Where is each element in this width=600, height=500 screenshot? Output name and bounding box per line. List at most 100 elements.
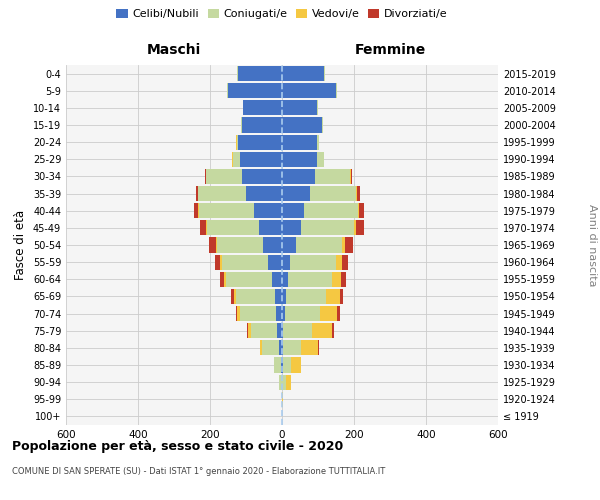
Bar xyxy=(315,169,350,184)
Bar xyxy=(282,238,296,252)
Bar xyxy=(216,238,217,252)
Text: Maschi: Maschi xyxy=(147,44,201,58)
Bar xyxy=(238,134,282,150)
Bar xyxy=(243,100,282,116)
Bar xyxy=(217,238,263,252)
Bar xyxy=(199,203,254,218)
Bar xyxy=(277,323,282,338)
Bar xyxy=(350,169,351,184)
Bar xyxy=(282,220,301,236)
Y-axis label: Fasce di età: Fasce di età xyxy=(14,210,27,280)
Bar xyxy=(356,186,357,201)
Bar xyxy=(290,254,336,270)
Bar xyxy=(282,358,283,372)
Bar xyxy=(242,169,282,184)
Bar xyxy=(232,152,233,167)
Bar xyxy=(236,306,238,321)
Bar xyxy=(247,323,248,338)
Bar xyxy=(215,254,220,270)
Bar xyxy=(224,272,226,287)
Bar xyxy=(209,238,216,252)
Bar xyxy=(341,272,346,287)
Bar xyxy=(241,118,242,132)
Bar xyxy=(208,220,259,236)
Bar xyxy=(282,340,283,355)
Bar xyxy=(301,340,318,355)
Bar xyxy=(275,306,282,321)
Bar xyxy=(281,358,282,372)
Bar xyxy=(234,289,236,304)
Bar xyxy=(198,203,199,218)
Bar xyxy=(282,152,317,167)
Bar xyxy=(199,186,246,201)
Bar xyxy=(332,272,341,287)
Bar xyxy=(318,340,319,355)
Bar xyxy=(336,254,342,270)
Bar xyxy=(356,220,364,236)
Bar xyxy=(322,118,323,132)
Bar xyxy=(357,186,360,201)
Bar xyxy=(206,169,242,184)
Bar xyxy=(227,83,228,98)
Bar xyxy=(220,254,222,270)
Bar xyxy=(246,186,282,201)
Bar xyxy=(342,238,346,252)
Bar xyxy=(354,220,356,236)
Bar xyxy=(206,220,208,236)
Bar xyxy=(220,272,224,287)
Bar xyxy=(317,152,324,167)
Bar xyxy=(236,134,238,150)
Bar xyxy=(198,186,199,201)
Bar xyxy=(231,289,234,304)
Bar xyxy=(282,186,310,201)
Bar xyxy=(283,323,311,338)
Bar xyxy=(282,289,286,304)
Bar xyxy=(205,169,206,184)
Bar xyxy=(282,100,317,116)
Bar xyxy=(286,374,291,390)
Bar xyxy=(200,220,206,236)
Bar xyxy=(228,83,282,98)
Bar xyxy=(268,254,282,270)
Bar xyxy=(236,289,275,304)
Bar xyxy=(351,169,352,184)
Bar xyxy=(346,238,353,252)
Bar xyxy=(337,306,340,321)
Bar xyxy=(317,134,319,150)
Bar xyxy=(282,254,290,270)
Bar xyxy=(196,186,198,201)
Bar xyxy=(283,374,286,390)
Bar xyxy=(194,203,198,218)
Bar xyxy=(274,358,281,372)
Bar xyxy=(283,340,301,355)
Bar xyxy=(282,83,336,98)
Bar xyxy=(282,134,317,150)
Text: Femmine: Femmine xyxy=(355,44,425,58)
Bar xyxy=(222,254,268,270)
Bar xyxy=(282,272,289,287)
Y-axis label: Anni di nascita: Anni di nascita xyxy=(587,204,598,286)
Bar xyxy=(262,340,279,355)
Bar xyxy=(301,220,354,236)
Bar xyxy=(296,238,342,252)
Bar xyxy=(282,323,283,338)
Bar xyxy=(311,323,332,338)
Bar xyxy=(254,203,282,218)
Bar xyxy=(358,203,359,218)
Bar xyxy=(342,254,348,270)
Bar xyxy=(226,272,272,287)
Bar xyxy=(286,289,326,304)
Bar xyxy=(290,358,301,372)
Bar xyxy=(240,306,275,321)
Bar xyxy=(282,169,315,184)
Bar xyxy=(238,66,282,81)
Bar xyxy=(310,186,356,201)
Bar xyxy=(340,289,343,304)
Bar xyxy=(326,289,340,304)
Bar xyxy=(285,306,320,321)
Bar xyxy=(279,340,282,355)
Text: Popolazione per età, sesso e stato civile - 2020: Popolazione per età, sesso e stato civil… xyxy=(12,440,343,453)
Bar xyxy=(260,340,262,355)
Bar xyxy=(242,118,282,132)
Bar xyxy=(239,152,282,167)
